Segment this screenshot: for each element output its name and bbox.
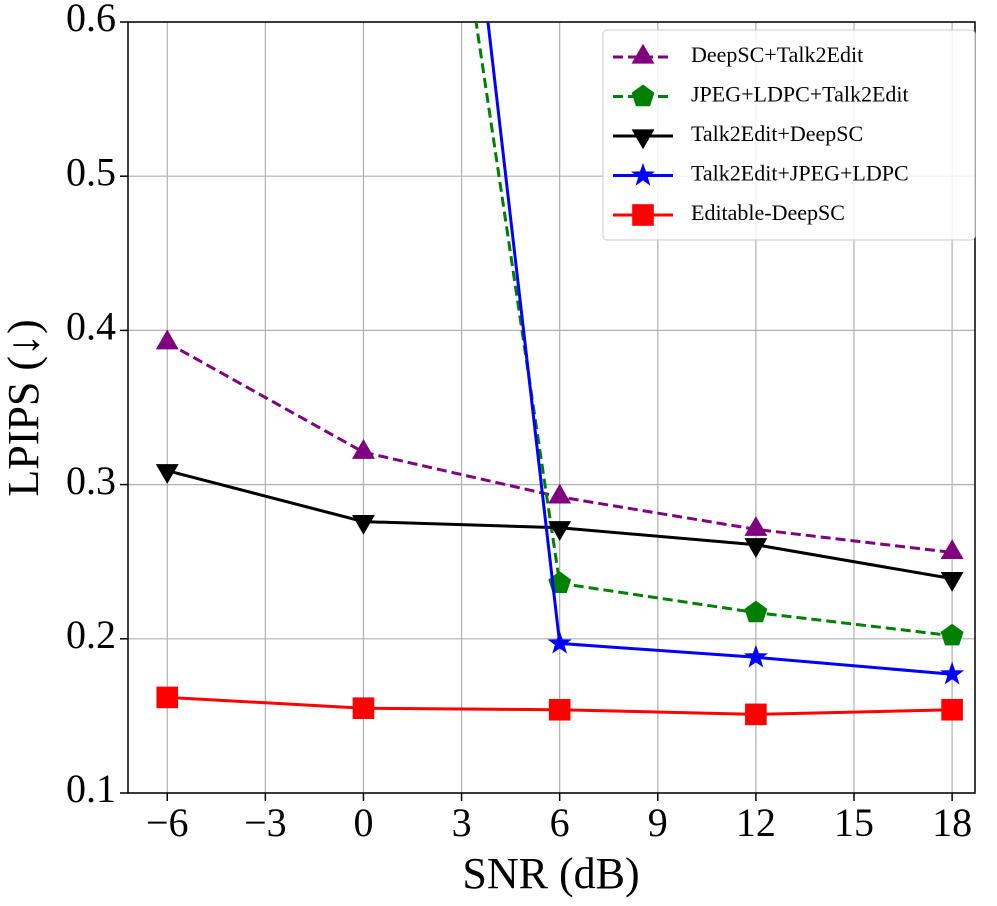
x-tick-label: −6 [146,800,189,845]
data-point [940,572,964,592]
legend-box [602,29,976,241]
data-point [352,515,375,535]
data-point [352,697,375,719]
legend-marker [631,129,655,150]
x-tick-label: 0 [353,800,373,845]
x-axis-label: SNR (dB) [462,849,639,898]
legend-marker [631,162,655,186]
legend-marker [632,204,654,226]
x-tick-label: 6 [550,800,570,845]
legend-label: DeepSC+Talk2Edit [691,42,863,67]
y-tick-label: 0.5 [66,149,116,194]
y-tick-label: 0.3 [66,458,116,503]
data-point [548,483,572,504]
data-point [940,623,964,646]
x-tick-label: 18 [932,800,972,845]
x-tick-label: 9 [648,800,668,845]
data-point [744,600,768,623]
x-tick-label: 15 [834,800,874,845]
data-point [940,661,965,685]
data-point [547,630,572,654]
legend-marker [631,84,655,107]
data-point [548,521,572,541]
legend-marker [631,43,655,64]
y-axis-label: LPIPS (↓) [0,319,48,496]
data-point [156,686,179,709]
data-point [940,539,964,560]
data-point [941,698,963,721]
y-tick-label: 0.1 [66,766,116,811]
data-point [548,698,571,721]
plot-frame [127,21,976,794]
legend-label: Talk2Edit+DeepSC [691,121,863,146]
data-point [745,703,767,726]
legend-label: Editable-DeepSC [691,200,845,225]
y-tick-label: 0.4 [66,304,116,349]
plot-area [155,22,965,726]
data-point [352,439,375,459]
data-point [155,464,179,484]
x-tick-label: 3 [452,800,472,845]
data-point [744,538,768,558]
y-tick-label: 0.2 [66,612,116,657]
legend-label: Talk2Edit+JPEG+LDPC [691,161,909,186]
x-tick-label: −3 [244,800,287,845]
y-tick-label: 0.6 [66,0,116,40]
data-point [744,516,768,536]
data-point [155,329,179,350]
data-point [743,644,768,668]
legend-label: JPEG+LDPC+Talk2Edit [691,82,909,107]
x-tick-label: 12 [736,800,776,845]
